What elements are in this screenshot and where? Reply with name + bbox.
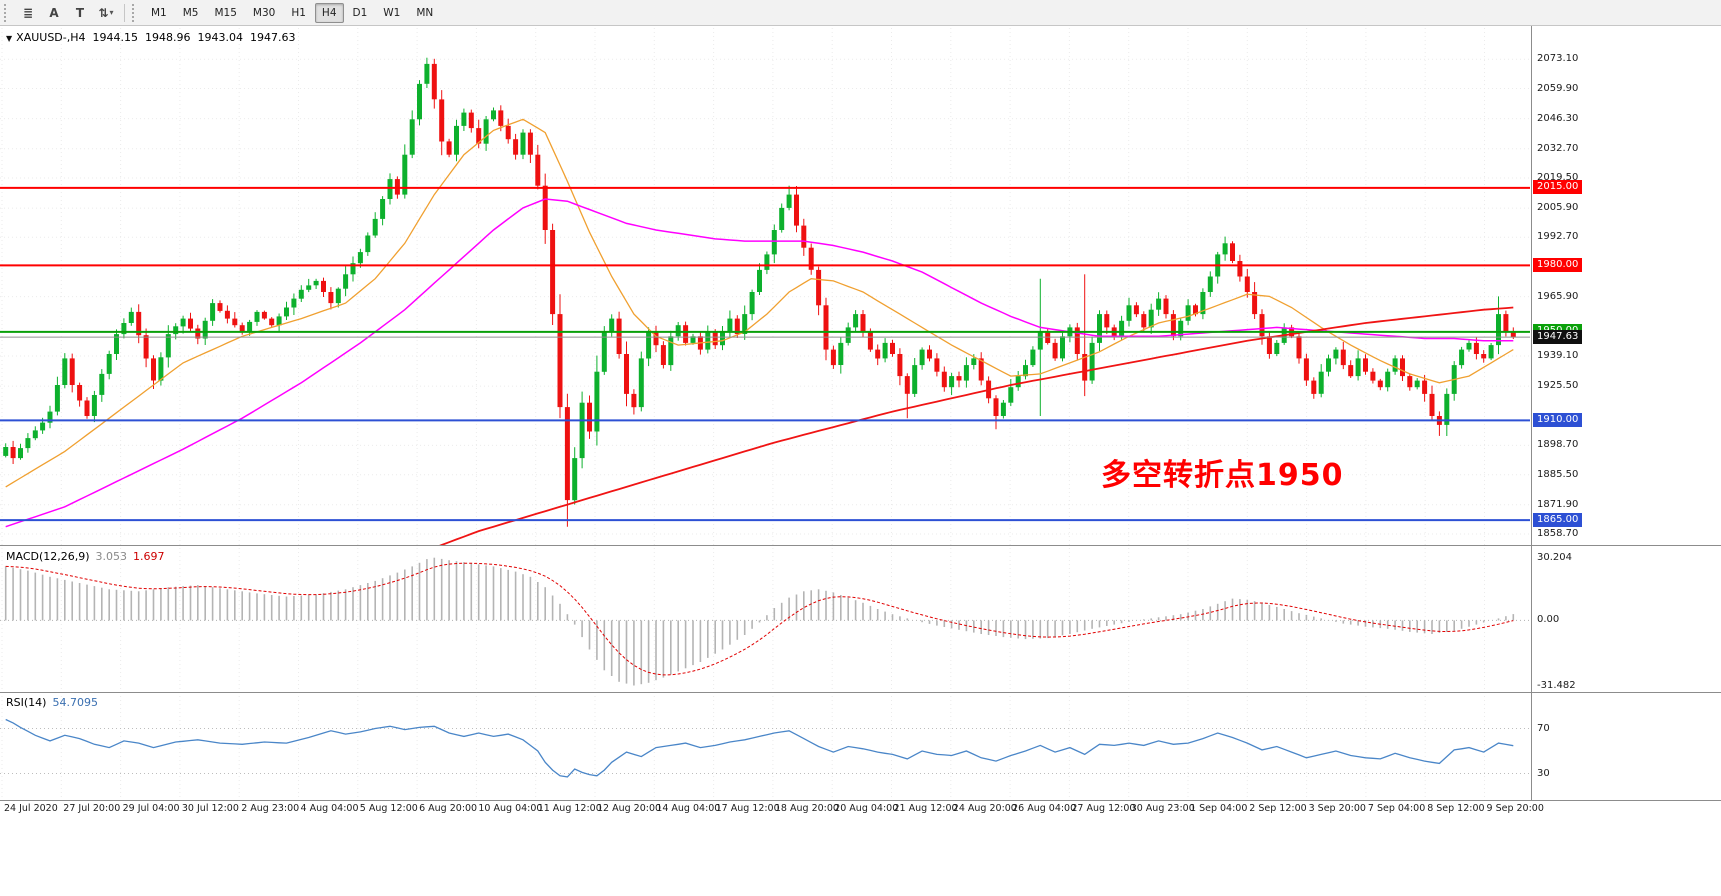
- timeframe-m30-button[interactable]: M30: [252, 6, 276, 19]
- toolbar: ≣ A T ⇅ ▾ M1 M5 M15 M30 H1 H4 D1 W1 MN: [0, 0, 1721, 26]
- toolbar-grip[interactable]: [4, 3, 11, 22]
- text-label-button[interactable]: A: [42, 2, 66, 24]
- candlesticks: [3, 57, 1516, 527]
- timeframe-m5-button[interactable]: M5: [182, 6, 199, 19]
- template-button[interactable]: T: [68, 2, 92, 24]
- timeframe-d1-button[interactable]: D1: [352, 6, 368, 19]
- toolbar-separator: [124, 3, 125, 22]
- moving-averages: [5, 118, 1514, 545]
- macd-indicator: [0, 557, 1530, 686]
- macd-signal-line: [5, 562, 1514, 676]
- chart-list-button[interactable]: ≣: [16, 2, 40, 24]
- tool-icon-group: ≣ A T ⇅ ▾: [15, 2, 119, 24]
- chart-window[interactable]: ▼ XAUUSD-,H4 1944.15 1948.96 1943.04 1947.63 …: [0, 26, 1721, 896]
- rsi-line: [5, 718, 1514, 778]
- timeframe-mn-button[interactable]: MN: [416, 6, 434, 19]
- toolbar-grip-2[interactable]: [132, 3, 139, 22]
- panel-borders: [0, 26, 1721, 801]
- chart-grid: [0, 28, 1530, 800]
- rsi-indicator: [0, 718, 1530, 778]
- chart-list-icon: ≣: [22, 5, 34, 20]
- timeframe-h1-button[interactable]: H1: [291, 6, 306, 19]
- ma-mid-magenta: [5, 198, 1514, 528]
- timeframe-m15-button[interactable]: M15: [214, 6, 237, 19]
- indicators-button[interactable]: ⇅ ▾: [94, 2, 118, 24]
- price-chart-canvas[interactable]: [0, 26, 1721, 896]
- indicators-icon: ⇅: [98, 5, 109, 20]
- ma-slow-red: [439, 306, 1514, 545]
- template-icon: T: [75, 5, 85, 20]
- timeframe-h4-button[interactable]: H4: [314, 2, 344, 23]
- text-label-icon: A: [49, 5, 59, 20]
- chevron-down-icon: ▾: [109, 8, 114, 17]
- timeframe-m1-button[interactable]: M1: [151, 6, 167, 19]
- timeframe-w1-button[interactable]: W1: [383, 6, 401, 19]
- timeframe-button-group: M1 M5 M15 M30 H1 H4 D1 W1 MN: [143, 2, 441, 23]
- ma-fast-orange: [5, 118, 1514, 488]
